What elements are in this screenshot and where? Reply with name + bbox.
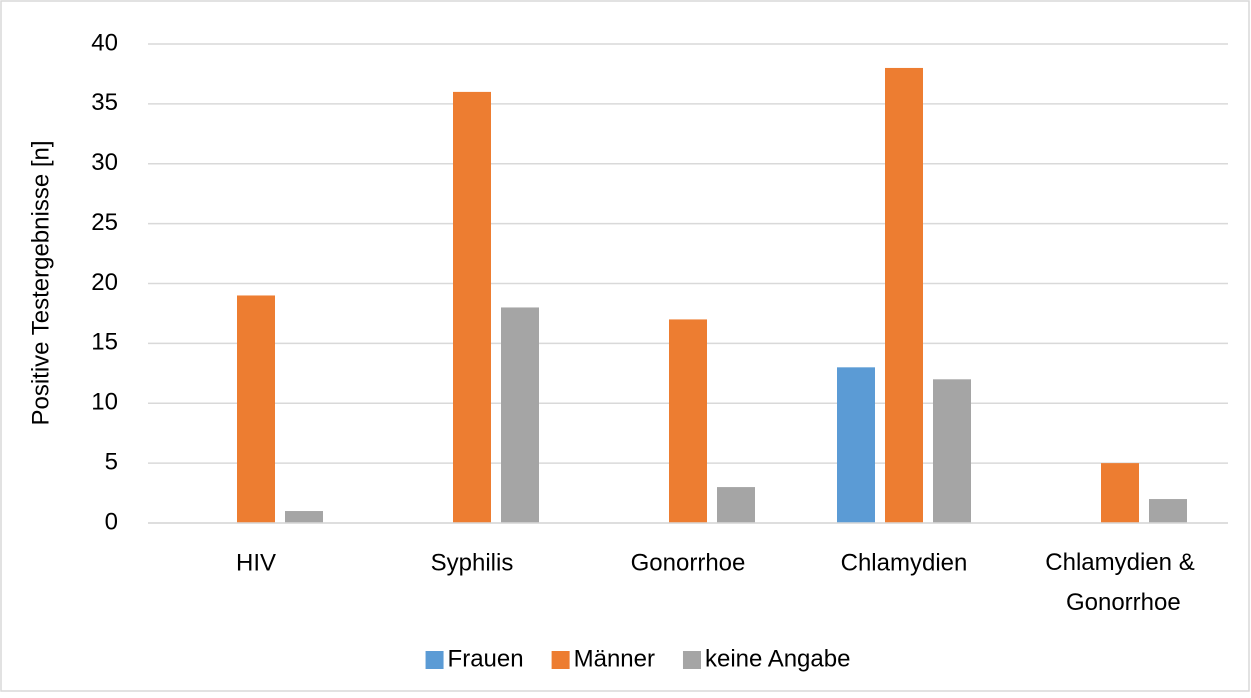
legend-swatch xyxy=(425,651,444,669)
bar xyxy=(885,67,923,523)
bar xyxy=(1101,463,1139,523)
y-axis-label: Positive Testergebnisse [n] xyxy=(27,140,54,425)
x-tick-label: HIV xyxy=(236,549,276,576)
y-tick-label: 15 xyxy=(91,329,118,356)
legend-label: Frauen xyxy=(448,645,524,672)
legend-label: keine Angabe xyxy=(705,645,850,672)
legend: Frauen Männer keine Angabe xyxy=(425,645,850,672)
x-tick-label: Chlamydien xyxy=(841,549,968,576)
y-tick-label: 25 xyxy=(91,209,118,236)
bar xyxy=(717,487,755,523)
x-tick-label: Chlamydien & Gonorrhoe xyxy=(1045,549,1194,616)
legend-swatch xyxy=(682,651,701,669)
x-tick-label: Syphilis xyxy=(431,549,514,576)
bar xyxy=(501,307,539,523)
y-tick-label: 5 xyxy=(105,448,118,475)
legend-label: Männer xyxy=(574,645,655,672)
bar xyxy=(285,511,323,523)
y-tick-label: 0 xyxy=(105,508,118,535)
y-tick-label: 10 xyxy=(91,389,118,416)
y-tick-label: 40 xyxy=(91,29,118,56)
bar xyxy=(1149,499,1187,523)
y-tick-label: 20 xyxy=(91,269,118,296)
y-tick-label: 30 xyxy=(91,149,118,176)
bar xyxy=(669,319,707,523)
y-tick-label: 35 xyxy=(91,89,118,116)
x-tick-label: Gonorrhoe xyxy=(631,549,746,576)
bar xyxy=(837,367,875,523)
bar xyxy=(933,379,971,523)
bar xyxy=(453,91,491,524)
bar xyxy=(237,295,275,523)
legend-swatch xyxy=(551,651,570,669)
